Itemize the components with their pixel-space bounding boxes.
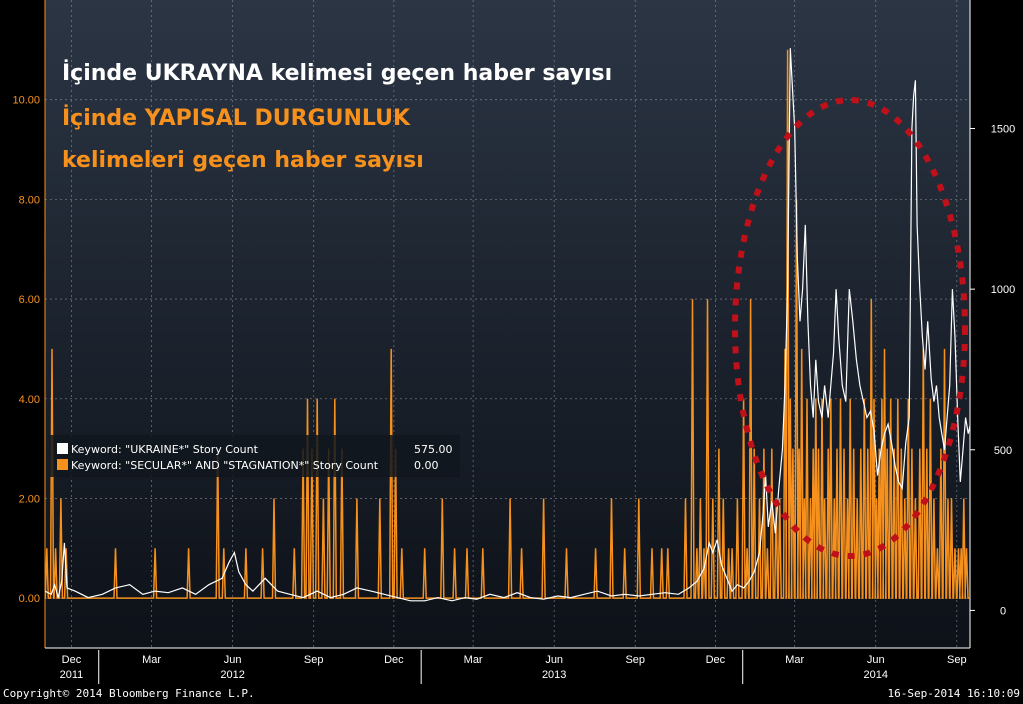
title-line-3: kelimeleri geçen haber sayısı bbox=[62, 148, 424, 173]
legend-value-ukraine: 575.00 bbox=[414, 443, 453, 456]
x-axis-month-label: Dec bbox=[706, 654, 726, 666]
x-axis-month-label: Mar bbox=[464, 654, 483, 666]
x-axis-month-label: Sep bbox=[947, 654, 967, 666]
right-axis-tick-label: 1500 bbox=[991, 124, 1015, 136]
x-axis-month-label: Sep bbox=[304, 654, 324, 666]
x-axis-month-label: Dec bbox=[384, 654, 404, 666]
x-axis-year-label: 2014 bbox=[863, 669, 887, 681]
timestamp-text: 16-Sep-2014 16:10:09 bbox=[888, 687, 1020, 700]
x-axis-month-label: Mar bbox=[142, 654, 161, 666]
highlight-circle bbox=[732, 97, 968, 559]
x-axis-month-label: Sep bbox=[625, 654, 645, 666]
right-axis-tick-label: 500 bbox=[994, 445, 1012, 457]
x-axis-year-label: 2012 bbox=[220, 669, 244, 681]
x-axis-month-label: Mar bbox=[785, 654, 804, 666]
legend-swatch-ukraine bbox=[57, 443, 68, 454]
x-axis-month-label: Jun bbox=[867, 654, 885, 666]
legend-label-ukraine: Keyword: "UKRAINE*" Story Count bbox=[71, 443, 259, 456]
x-axis-month-label: Dec bbox=[62, 654, 82, 666]
left-axis-tick-label: 2.00 bbox=[19, 493, 40, 505]
left-axis-tick-label: 6.00 bbox=[19, 294, 40, 306]
left-axis-tick-label: 4.00 bbox=[19, 394, 40, 406]
legend-swatch-secular bbox=[57, 459, 68, 470]
plot-area bbox=[45, 0, 970, 648]
left-axis-tick-label: 8.00 bbox=[19, 194, 40, 206]
left-axis-tick-label: 10.00 bbox=[12, 95, 40, 107]
white-series-line bbox=[45, 48, 970, 602]
legend-box bbox=[50, 435, 460, 477]
right-axis-tick-label: 1000 bbox=[991, 284, 1015, 296]
x-axis-year-label: 2011 bbox=[60, 669, 84, 681]
x-axis-month-label: Jun bbox=[224, 654, 242, 666]
x-axis-year-label: 2013 bbox=[542, 669, 566, 681]
left-axis-tick-label: 0.00 bbox=[19, 593, 40, 605]
title-line-2: İçinde YAPISAL DURGUNLUK bbox=[62, 105, 411, 131]
copyright-text: Copyright© 2014 Bloomberg Finance L.P. bbox=[3, 687, 255, 700]
title-line-1: İçinde UKRAYNA kelimesi geçen haber sayı… bbox=[62, 60, 612, 86]
x-axis-month-label: Jun bbox=[545, 654, 563, 666]
right-axis-tick-label: 0 bbox=[1000, 605, 1006, 617]
axes: 0.00 2.00 4.00 6.00 8.00 10.00 0 500 1000 1500 Dec… bbox=[12, 0, 1015, 684]
legend-value-secular: 0.00 bbox=[414, 459, 439, 472]
legend: Keyword: "UKRAINE*" Story Count 575.00 K… bbox=[50, 435, 460, 477]
legend-label-secular: Keyword: "SECULAR*" AND "STAGNATION*" St… bbox=[71, 459, 379, 472]
